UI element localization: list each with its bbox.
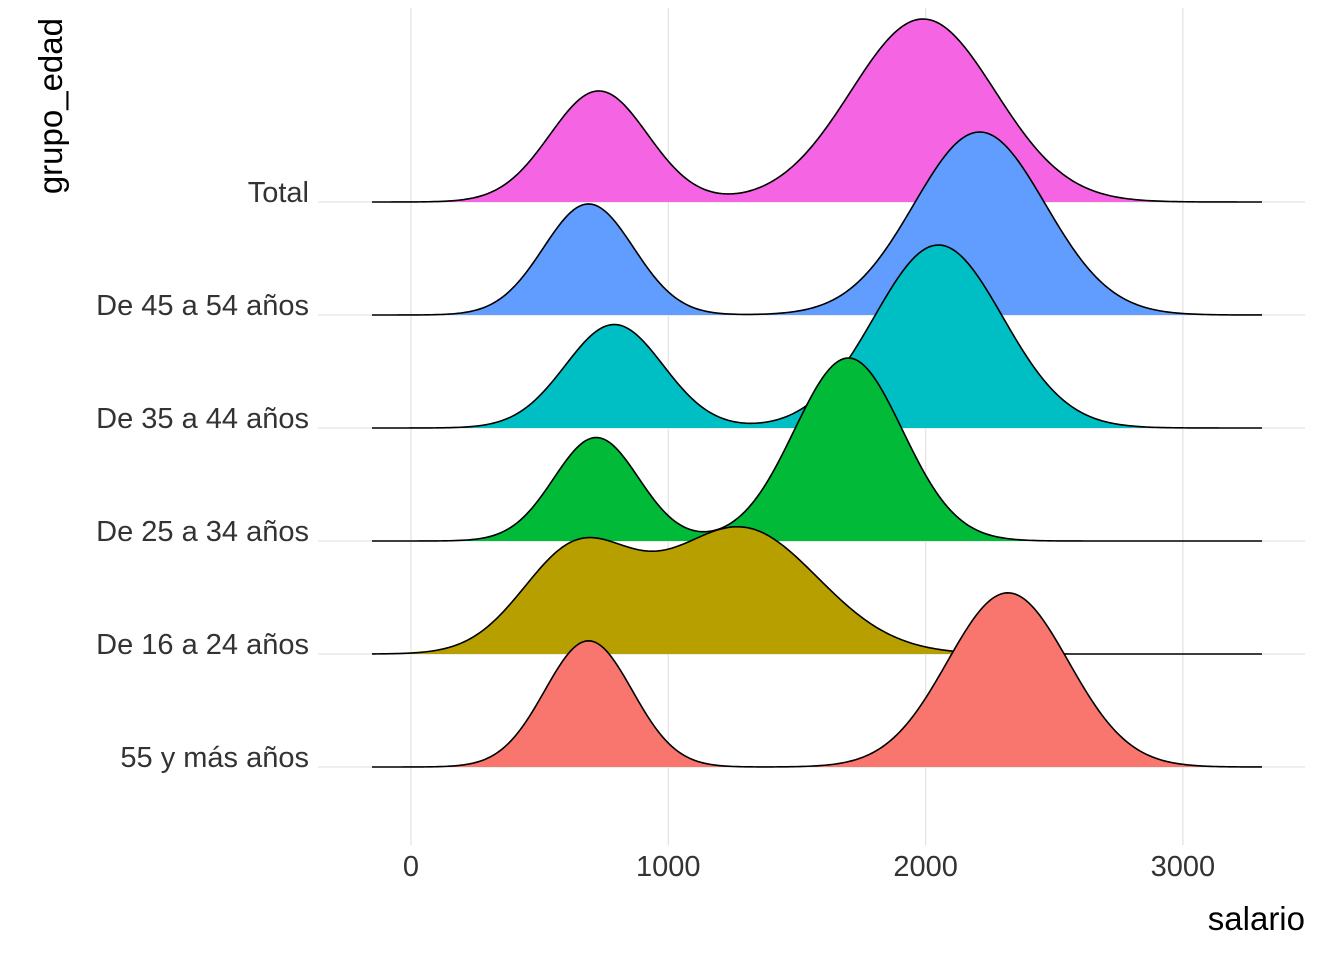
ridge-outline bbox=[371, 525, 1262, 655]
y-tick-labels: 55 y más años De 16 a 24 años De 25 a 34 a… bbox=[96, 177, 309, 774]
ridge-outline bbox=[372, 357, 1262, 542]
density-ridges bbox=[371, 18, 1262, 768]
ridge-outline bbox=[372, 592, 1262, 768]
ridge-fill bbox=[372, 19, 1262, 203]
x-tick-label: 2000 bbox=[893, 851, 958, 883]
ridge-fill bbox=[372, 592, 1262, 767]
ridge-fill bbox=[372, 526, 1262, 654]
y-tick-label: Total bbox=[248, 177, 309, 209]
x-tick-labels: 0 1000 2000 3000 bbox=[403, 851, 1215, 883]
ridge-outline bbox=[372, 131, 1262, 316]
y-tick-label: De 45 a 54 años bbox=[96, 290, 309, 322]
ridge-fill bbox=[372, 245, 1262, 428]
y-tick-label: De 25 a 34 años bbox=[96, 516, 309, 548]
x-tick-label: 0 bbox=[403, 851, 419, 883]
y-tick-label: De 16 a 24 años bbox=[96, 629, 309, 661]
ridge-fill bbox=[372, 358, 1262, 541]
x-axis-title: salario bbox=[1208, 900, 1305, 937]
y-tick-label: 55 y más años bbox=[120, 742, 309, 774]
ridge-outline bbox=[372, 18, 1262, 203]
y-tick-label: De 35 a 44 años bbox=[96, 403, 309, 435]
ridge-fill bbox=[372, 132, 1262, 315]
y-axis-title: grupo_edad bbox=[32, 18, 69, 194]
x-tick-label: 1000 bbox=[636, 851, 701, 883]
x-tick-label: 3000 bbox=[1151, 851, 1216, 883]
